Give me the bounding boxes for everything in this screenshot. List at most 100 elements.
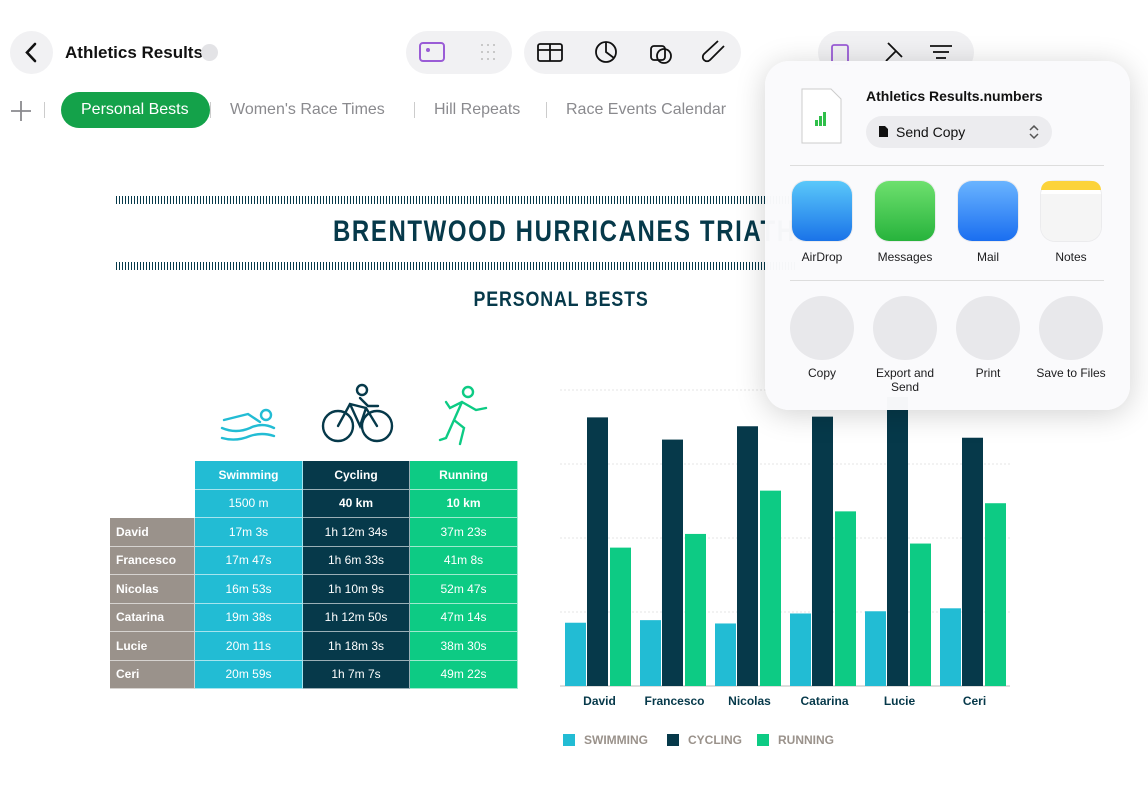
legend-label: SWIMMING [584,733,648,747]
table-cell: 1h 6m 33s [303,546,410,575]
title-rule [116,262,796,270]
sheet-tab[interactable]: Race Events Calendar [566,101,727,118]
row-header: Catarina [110,603,195,632]
action-button[interactable] [1039,296,1103,360]
table-cell: 49m 22s [410,660,518,689]
tab-active[interactable] [61,92,210,128]
action-label: Export and Send [875,366,935,394]
tab-separator [210,102,211,118]
bar [737,426,758,686]
app-label: AirDrop [801,250,843,264]
sheet-tab[interactable]: Hill Repeats [434,101,521,118]
table-cell: 16m 53s [195,575,303,604]
table-cell: 1h 12m 50s [303,603,410,632]
app-icon[interactable] [875,181,935,241]
bar [887,397,908,686]
table-cell: 1h 7m 7s [303,660,410,689]
bar [940,608,961,686]
app-label: Messages [877,250,933,264]
bar [985,503,1006,686]
chevron [1029,124,1039,140]
x-tick-label: Nicolas [728,694,771,708]
legend-swatch [667,734,679,746]
action-button[interactable] [790,296,854,360]
notes-band [1041,181,1101,190]
bar [610,547,631,686]
column-header: Cycling [303,461,410,490]
app-icon[interactable] [792,181,852,241]
bar [587,417,608,686]
table-cell: 37m 23s [410,518,518,547]
media-tools[interactable] [406,31,512,74]
x-tick-label: David [583,694,616,708]
insert-tools[interactable] [524,31,741,74]
bar [640,620,661,686]
column-distance: 10 km [410,489,518,518]
bar [910,543,931,686]
row-header: Ceri [110,660,195,689]
bar [760,490,781,686]
table-cell: 1h 18m 3s [303,632,410,661]
table-cell: 17m 47s [195,546,303,575]
x-tick-label: Francesco [644,694,704,708]
send-option-label: Send Copy [896,124,966,140]
bar [685,533,706,686]
add-sheet[interactable] [2,92,42,132]
bar [662,439,683,686]
row-header: David [110,518,195,547]
row-header: Lucie [110,632,195,661]
table-cell: 17m 3s [195,518,303,547]
column-header: Swimming [195,461,303,490]
divider [790,165,1104,166]
tab-bar [0,92,1148,137]
insert-icons [537,40,725,64]
sheet-tab[interactable]: Women's Race Times [230,101,385,118]
table-cell: 20m 59s [195,660,303,689]
tab-separator [414,102,415,118]
media-icons [419,42,495,62]
table-cell: 20m 11s [195,632,303,661]
table-cell: 52m 47s [410,575,518,604]
column-distance: 40 km [303,489,410,518]
table-cell: 1h 10m 9s [303,575,410,604]
file-name: Athletics Results.numbers [866,88,1043,104]
title-menu[interactable] [201,44,218,61]
title-rule [116,196,796,204]
bar [565,622,586,686]
action-button[interactable] [873,296,937,360]
action-label: Save to Files [1036,366,1106,380]
column-distance: 1500 m [195,489,303,518]
column-header: Running [410,461,518,490]
bar [790,613,811,686]
share-sheet: Athletics Results.numbers Send Copy AirD… [765,61,1130,410]
file-icon [801,88,842,144]
send-option[interactable]: Send Copy [866,116,1052,148]
table-cell: 1h 12m 34s [303,518,410,547]
x-tick-label: Catarina [800,694,848,708]
action-label: Print [975,366,1001,380]
app-icon[interactable] [1041,181,1101,241]
table-cell: 38m 30s [410,632,518,661]
app-label: Mail [976,250,999,264]
document-title[interactable]: Athletics Results [65,43,203,62]
action-label: Copy [807,366,836,380]
row-header: Nicolas [110,575,195,604]
back-button[interactable] [10,31,53,74]
x-tick-label: Lucie [884,694,916,708]
x-tick-label: Ceri [963,694,986,708]
app-label: Notes [1055,250,1087,264]
legend-swatch [563,734,575,746]
sheet-title: BRENTWOOD HURRICANES TRIATHLON [333,215,852,248]
action-button[interactable] [956,296,1020,360]
sheet-subtitle: PERSONAL BESTS [0,288,1123,312]
back-icon [25,42,37,63]
row-header: Francesco [110,546,195,575]
subtitle-text: PERSONAL BESTS [473,288,650,311]
sheet-tab[interactable]: Personal Bests [81,101,189,118]
bar [812,416,833,686]
table-cell: 47m 14s [410,603,518,632]
bar [835,511,856,686]
app-icon[interactable] [958,181,1018,241]
